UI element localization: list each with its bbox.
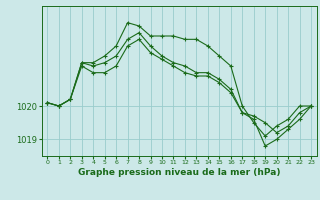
X-axis label: Graphe pression niveau de la mer (hPa): Graphe pression niveau de la mer (hPa) [78,168,280,177]
